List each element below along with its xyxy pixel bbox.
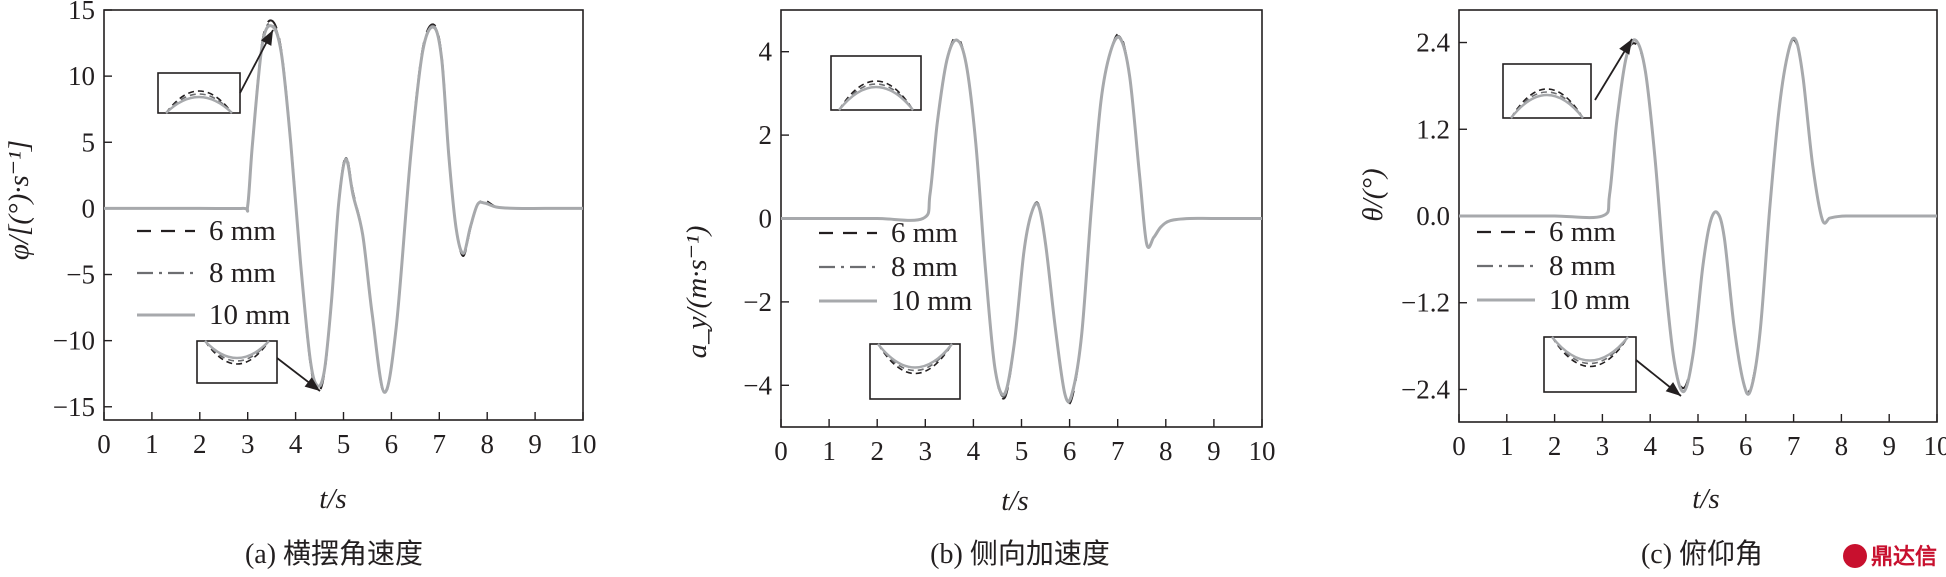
x-tick-label: 4 — [289, 429, 303, 459]
x-tick-label: 5 — [1691, 431, 1705, 461]
y-tick-label: −2 — [743, 287, 772, 317]
x-tick-label: 1 — [145, 429, 159, 459]
zoom-inset-curve — [877, 343, 953, 369]
y-tick-label: 2 — [759, 120, 773, 150]
x-tick-label: 4 — [967, 436, 981, 466]
x-tick-label: 10 — [1249, 436, 1276, 466]
zoom-inset-curve — [1510, 93, 1584, 119]
y-tick-label: −1.2 — [1401, 288, 1450, 318]
y-tick-label: −10 — [53, 326, 95, 356]
x-tick-label: 9 — [1207, 436, 1221, 466]
zoom-inset-curve — [165, 95, 233, 114]
x-tick-label: 2 — [1548, 431, 1562, 461]
legend-label: 10 mm — [209, 299, 291, 331]
x-tick-label: 10 — [570, 429, 597, 459]
x-tick-label: 8 — [1159, 436, 1173, 466]
legend-label: 10 mm — [891, 285, 973, 317]
series-line-10mm — [781, 35, 1262, 403]
y-tick-label: 1.2 — [1416, 114, 1450, 144]
x-axis-label: t/s — [1001, 485, 1028, 517]
x-axis-label: t/s — [1692, 483, 1719, 515]
caption-b: (b) 侧向加速度 — [930, 538, 1110, 570]
zoom-inset-curve — [204, 340, 270, 360]
x-tick-label: 9 — [528, 429, 542, 459]
y-tick-label: 5 — [82, 127, 96, 157]
x-tick-label: 3 — [919, 436, 933, 466]
zoom-arrowhead — [1619, 39, 1632, 55]
zoom-arrowhead — [1665, 382, 1681, 396]
y-tick-label: 2.4 — [1416, 28, 1450, 58]
x-tick-label: 5 — [337, 429, 351, 459]
x-tick-label: 6 — [385, 429, 399, 459]
y-tick-label: 10 — [68, 61, 95, 91]
y-tick-label: 0.0 — [1416, 201, 1450, 231]
series-line-10mm — [1458, 36, 1937, 396]
y-tick-label: −4 — [743, 370, 772, 400]
x-axis-label: t/s — [319, 483, 346, 515]
zoom-inset-curve — [1551, 336, 1629, 362]
x-tick-label: 7 — [1111, 436, 1125, 466]
y-tick-label: 4 — [759, 37, 773, 67]
legend-label: 8 mm — [209, 257, 276, 289]
legend-label: 10 mm — [1549, 284, 1631, 316]
zoom-inset-curve — [838, 85, 914, 111]
watermark-logo: 鼎达信 — [1843, 544, 1937, 569]
x-tick-label: 3 — [1596, 431, 1610, 461]
x-tick-label: 0 — [1452, 431, 1466, 461]
legend-label: 6 mm — [1549, 216, 1616, 248]
chart-pitch-angle: 0 1 2 3 4 5 6 7 8 9 10 2.4 1.2 0.0 −1.2 −2.4 t/s θ/(°) 6 m… — [1357, 9, 1946, 515]
caption-c: (c) 俯仰角 — [1641, 538, 1763, 570]
series-line-10mm — [104, 24, 583, 394]
chart-yaw-rate: 0 1 2 3 4 5 6 7 8 9 10 15 10 5 0 −5 −10 −15 t/s φ/[(°)·s⁻¹]… — [3, 0, 597, 515]
chart-lateral-acceleration: 0 1 2 3 4 5 6 7 8 9 10 4 2 0 −2 −4 t/s a_y/(m·s⁻¹) 6 mm8 m… — [681, 9, 1276, 517]
x-tick-label: 0 — [97, 429, 111, 459]
x-tick-label: 8 — [1835, 431, 1849, 461]
watermark-text: 鼎达信 — [1871, 544, 1937, 569]
x-tick-label: 9 — [1882, 431, 1896, 461]
x-tick-label: 7 — [1787, 431, 1801, 461]
plot-frame — [103, 9, 584, 421]
zoom-arrowhead — [304, 377, 320, 391]
x-tick-label: 1 — [822, 436, 836, 466]
legend-label: 8 mm — [891, 251, 958, 283]
watermark-icon — [1843, 544, 1867, 568]
x-tick-label: 5 — [1015, 436, 1029, 466]
y-axis-label: φ/[(°)·s⁻¹] — [3, 140, 35, 260]
legend-label: 6 mm — [891, 217, 958, 249]
y-tick-label: −5 — [66, 260, 95, 290]
x-tick-label: 4 — [1643, 431, 1657, 461]
legend-label: 8 mm — [1549, 250, 1616, 282]
y-tick-label: 15 — [68, 0, 95, 25]
x-tick-label: 10 — [1924, 431, 1946, 461]
x-tick-label: 2 — [870, 436, 884, 466]
y-tick-label: −2.4 — [1401, 374, 1450, 404]
zoom-arrowhead — [260, 30, 273, 46]
y-tick-label: −15 — [53, 392, 95, 422]
y-axis-label: a_y/(m·s⁻¹) — [681, 226, 713, 359]
x-tick-label: 6 — [1063, 436, 1077, 466]
legend-label: 6 mm — [209, 215, 276, 247]
x-tick-label: 7 — [433, 429, 447, 459]
x-tick-label: 2 — [193, 429, 207, 459]
x-tick-label: 6 — [1739, 431, 1753, 461]
x-tick-label: 0 — [774, 436, 788, 466]
y-tick-label: 0 — [82, 193, 96, 223]
y-axis-label: θ/(°) — [1357, 168, 1389, 221]
x-tick-label: 1 — [1500, 431, 1514, 461]
caption-a: (a) 横摆角速度 — [245, 538, 423, 570]
x-tick-label: 3 — [241, 429, 255, 459]
x-tick-label: 8 — [480, 429, 494, 459]
y-tick-label: 0 — [759, 204, 773, 234]
